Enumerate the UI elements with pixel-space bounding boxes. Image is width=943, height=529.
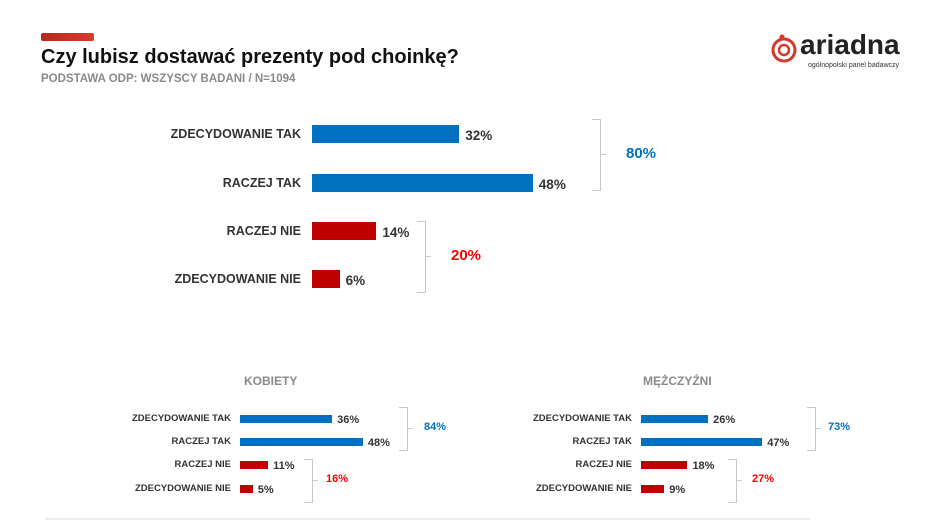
group-bracket: [728, 459, 737, 503]
category-label: ZDECYDOWANIE TAK: [131, 413, 231, 425]
group-bracket: [399, 407, 408, 451]
accent-bar: [41, 33, 94, 41]
group-bracket: [807, 407, 816, 451]
group-total: 84%: [424, 421, 447, 434]
category-label: RACZEJ NIE: [174, 459, 231, 471]
group-total: 27%: [752, 473, 775, 486]
category-label: ZDECYDOWANIE TAK: [170, 126, 301, 141]
bar: [641, 485, 665, 493]
group-bracket: [592, 119, 601, 191]
ariadna-logo: ariadna ogólnopolski panel badawczy: [770, 29, 915, 72]
category-label: ZDECYDOWANIE NIE: [174, 271, 301, 286]
bar: [312, 222, 377, 240]
category-label: RACZEJ TAK: [222, 175, 301, 190]
category-label: RACZEJ NIE: [575, 459, 632, 471]
value-label: 48%: [367, 437, 390, 450]
bar: [240, 485, 253, 493]
logo-tagline: ogólnopolski panel badawczy: [808, 62, 900, 69]
category-label: ZDECYDOWANIE NIE: [134, 483, 231, 495]
group-total: 80%: [626, 145, 657, 162]
bracket-tick: [312, 480, 318, 481]
bracket-tick: [407, 428, 413, 429]
value-label: 36%: [337, 414, 360, 427]
category-label: ZDECYDOWANIE TAK: [532, 413, 632, 425]
footer-divider: [45, 518, 810, 520]
value-label: 47%: [767, 437, 790, 450]
value-label: 14%: [382, 224, 410, 240]
chart-title: MĘŻCZYŹNI: [643, 374, 712, 388]
bar: [312, 270, 340, 288]
page-title: Czy lubisz dostawać prezenty pod choinkę…: [41, 46, 459, 68]
group-total: 20%: [451, 247, 482, 264]
bar: [641, 461, 688, 469]
group-total: 73%: [828, 421, 851, 434]
logo-wordmark: ariadna: [800, 29, 900, 60]
value-label: 9%: [669, 484, 686, 497]
category-label: RACZEJ NIE: [226, 223, 301, 238]
bar: [240, 461, 269, 469]
logo-swirl-icon: [771, 34, 797, 63]
group-bracket: [304, 459, 313, 503]
value-label: 26%: [713, 414, 736, 427]
bar: [312, 174, 533, 192]
value-label: 6%: [345, 272, 366, 288]
bar: [240, 415, 333, 423]
bar: [312, 125, 460, 143]
category-label: RACZEJ TAK: [171, 436, 231, 448]
bracket-tick: [736, 480, 742, 481]
category-label: RACZEJ TAK: [572, 436, 632, 448]
chart-title: KOBIETY: [244, 374, 298, 388]
value-label: 5%: [257, 484, 274, 497]
value-label: 48%: [538, 176, 566, 192]
group-total: 16%: [326, 473, 349, 486]
bracket-tick: [815, 428, 821, 429]
category-label: ZDECYDOWANIE NIE: [535, 483, 632, 495]
page-subtitle: PODSTAWA ODP: WSZYSCY BADANI / N=1094: [41, 73, 296, 85]
group-bracket: [417, 221, 426, 293]
bar: [641, 438, 763, 446]
bracket-tick: [600, 154, 606, 155]
value-label: 18%: [692, 460, 715, 473]
bar: [240, 438, 363, 446]
bracket-tick: [425, 256, 431, 257]
value-label: 32%: [465, 127, 493, 143]
bar: [641, 415, 709, 423]
value-label: 11%: [273, 460, 295, 473]
